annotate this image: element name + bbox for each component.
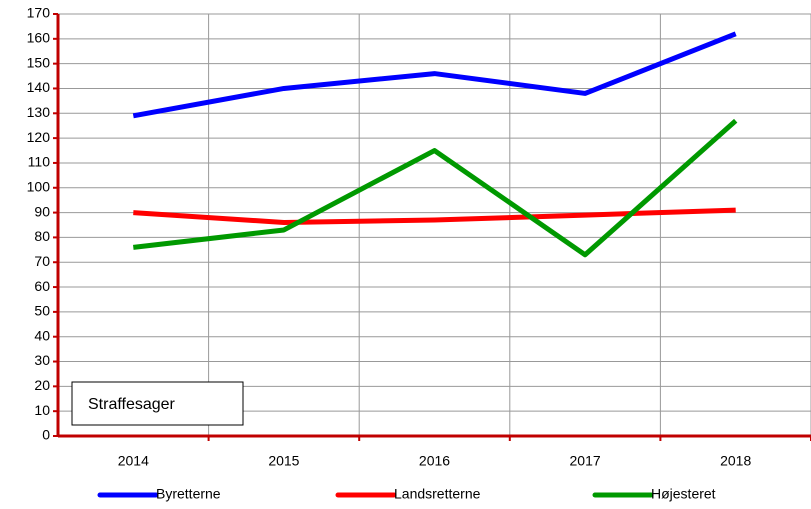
y-tick-label: 120: [27, 129, 51, 145]
y-tick-label: 100: [27, 178, 51, 194]
y-tick-label: 130: [27, 104, 51, 120]
legend-label: Byretterne: [156, 486, 221, 502]
y-tick-label: 150: [27, 54, 51, 70]
y-tick-label: 10: [34, 402, 50, 418]
x-tick-label: 2016: [419, 453, 450, 469]
x-tick-label: 2018: [720, 453, 751, 469]
legend-label: Landsretterne: [394, 486, 481, 502]
x-tick-label: 2017: [570, 453, 601, 469]
y-tick-label: 110: [28, 154, 51, 170]
series-line: [133, 207, 736, 226]
y-tick-label: 80: [34, 228, 50, 244]
y-tick-label: 170: [27, 5, 51, 21]
annotation-box: [71, 381, 244, 426]
y-tick-label: 30: [34, 352, 50, 368]
annotation: Straffesager: [88, 396, 176, 413]
x-tick-label: 2015: [268, 453, 299, 469]
series-line: [133, 118, 738, 258]
legend-label: Højesteret: [651, 486, 716, 502]
y-tick-label: 140: [27, 79, 51, 95]
y-tick-label: 40: [34, 327, 50, 343]
y-tick-label: 50: [34, 303, 50, 319]
y-tick-label: 60: [34, 278, 50, 294]
y-tick-label: 70: [34, 253, 50, 269]
x-tick-label: 2014: [118, 453, 149, 469]
y-tick-label: 90: [34, 203, 50, 219]
y-tick-label: 0: [42, 427, 50, 443]
series-line: [132, 31, 737, 119]
y-tick-label: 160: [27, 30, 51, 46]
y-tick-label: 20: [34, 377, 50, 393]
